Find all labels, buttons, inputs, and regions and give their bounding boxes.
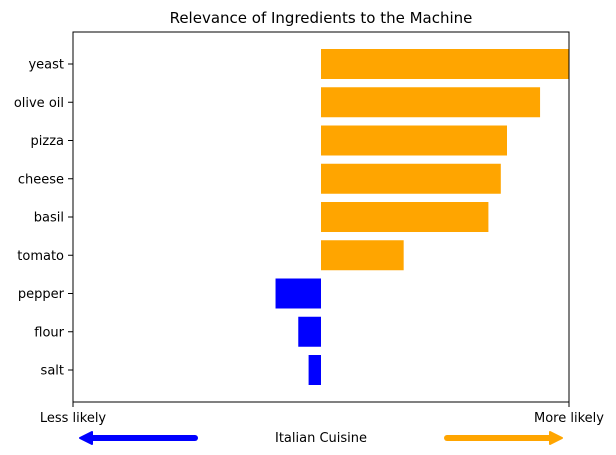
y-tick-label: pizza: [31, 134, 64, 149]
bar-pepper: [275, 278, 321, 309]
bar-flour: [298, 316, 321, 347]
bar-basil: [321, 202, 489, 232]
y-tick-label: salt: [41, 364, 64, 379]
y-tick-label: flour: [34, 325, 64, 340]
y-tick-label: olive oil: [14, 96, 64, 111]
y-tick-label: cheese: [18, 172, 64, 187]
plot-frame: [72, 31, 570, 403]
bar-salt: [308, 355, 321, 385]
arrow-right-icon: [549, 431, 563, 445]
more-likely-label: More likely: [534, 411, 604, 426]
bar-tomato: [321, 240, 404, 271]
direction-arrows: [79, 431, 563, 445]
y-tick-label: basil: [34, 211, 64, 226]
less-likely-label: Less likely: [40, 411, 107, 426]
x-axis-label: Italian Cuisine: [275, 431, 367, 446]
y-tick-label: yeast: [28, 58, 64, 73]
bars-group: [275, 49, 569, 385]
bar-olive-oil: [321, 87, 541, 118]
y-tick-label: tomato: [17, 249, 64, 264]
chart-title: Relevance of Ingredients to the Machine: [170, 9, 473, 27]
y-tick-labels: yeast olive oil pizza cheese basil tomato pepp…: [14, 58, 73, 379]
bar-cheese: [321, 163, 501, 194]
arrow-left-icon: [79, 431, 93, 445]
y-tick-label: pepper: [18, 287, 65, 302]
bar-pizza: [321, 125, 507, 156]
bar-yeast: [321, 49, 569, 79]
